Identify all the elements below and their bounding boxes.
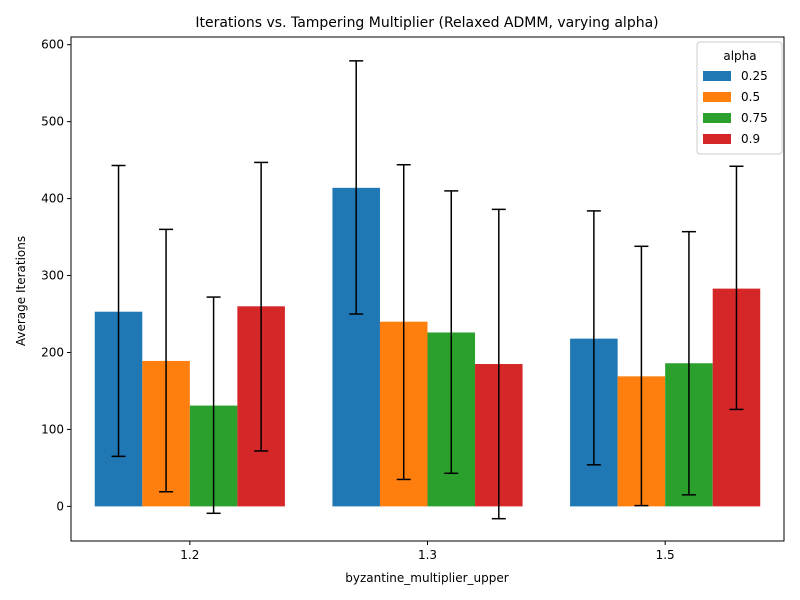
y-tick-label: 200 — [41, 345, 64, 359]
y-tick-label: 500 — [41, 115, 64, 129]
legend-swatch — [703, 113, 731, 123]
y-tick-label: 300 — [41, 269, 64, 283]
legend-label: 0.5 — [741, 90, 760, 104]
chart-title: Iterations vs. Tampering Multiplier (Rel… — [195, 15, 658, 31]
x-axis-label: byzantine_multiplier_upper — [345, 571, 508, 585]
plot-area: 0 100 200 300 400 500 600 1.2 1.3 1.5 — [41, 38, 761, 562]
y-axis-label: Average Iterations — [14, 236, 28, 346]
legend: alpha 0.25 0.5 0.75 0.9 — [696, 41, 783, 155]
legend-box — [696, 41, 783, 155]
legend-swatch — [703, 134, 731, 144]
legend-swatch — [703, 92, 731, 102]
y-tick-label: 100 — [41, 422, 64, 436]
y-tick-label: 600 — [41, 38, 64, 52]
x-tick-label: 1.3 — [418, 548, 437, 562]
legend-swatch — [703, 71, 731, 81]
legend-label: 0.25 — [741, 69, 768, 83]
x-tick-label: 1.2 — [180, 548, 199, 562]
y-tick-label: 400 — [41, 192, 64, 206]
legend-title: alpha — [723, 49, 756, 63]
legend-label: 0.9 — [741, 132, 760, 146]
legend-label: 0.75 — [741, 111, 768, 125]
x-tick-label: 1.5 — [656, 548, 675, 562]
y-tick-label: 0 — [56, 499, 64, 513]
axes-frame — [70, 36, 785, 542]
